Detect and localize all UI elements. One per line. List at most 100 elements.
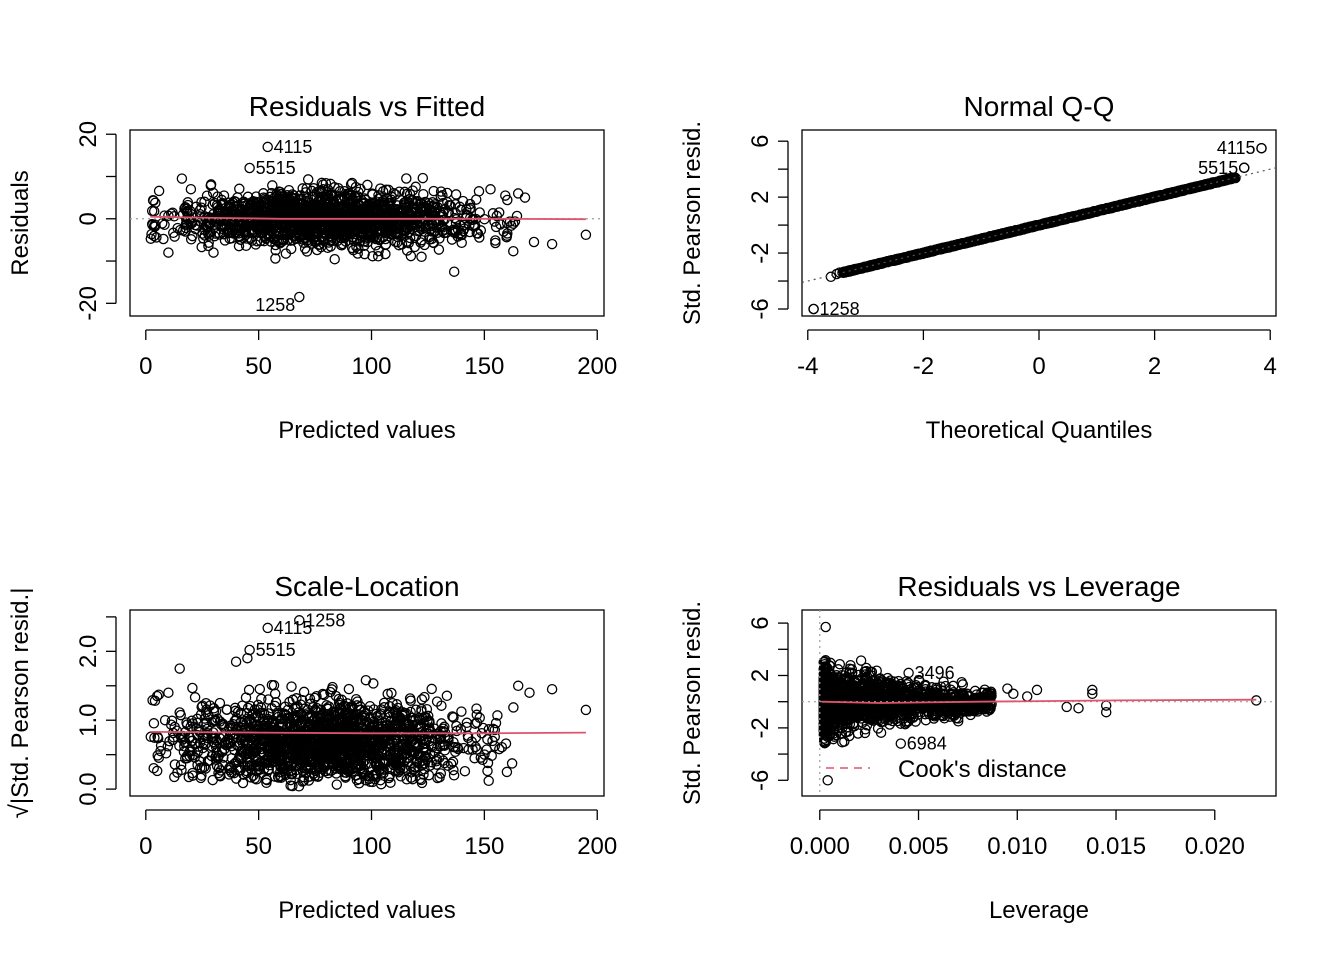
data-point <box>309 692 320 704</box>
outlier-point <box>163 247 174 258</box>
data-point <box>506 758 518 769</box>
data-point <box>382 228 393 240</box>
data-point <box>235 764 246 776</box>
data-point <box>169 771 180 783</box>
data-point <box>149 732 160 743</box>
data-point <box>225 720 236 731</box>
data-point <box>417 202 428 214</box>
data-point <box>375 778 387 790</box>
outlier-point <box>580 704 592 716</box>
data-point <box>202 228 214 239</box>
y-axis-label: Std. Pearson resid. <box>679 121 706 325</box>
point-label: 5515 <box>256 158 296 178</box>
data-point <box>414 757 425 768</box>
data-point <box>230 196 241 208</box>
data-point <box>384 707 396 719</box>
data-point <box>346 764 358 775</box>
x-axis-label: Leverage <box>989 897 1089 924</box>
data-point <box>461 721 472 733</box>
data-point <box>263 757 274 769</box>
data-point <box>443 206 455 218</box>
y-tick-label: 1.0 <box>75 704 102 737</box>
data-point <box>435 191 447 202</box>
data-point <box>418 188 429 200</box>
data-point <box>419 691 430 703</box>
data-point <box>402 752 413 764</box>
data-point <box>265 215 277 226</box>
data-point <box>352 248 363 259</box>
data-point <box>211 735 222 746</box>
x-tick-label: 150 <box>464 353 504 380</box>
data-point <box>346 750 358 762</box>
data-point <box>232 706 244 718</box>
data-point <box>461 717 473 729</box>
data-point <box>450 207 461 219</box>
data-point <box>272 228 284 240</box>
data-point <box>274 753 286 764</box>
data-point <box>318 689 330 701</box>
data-point <box>210 706 222 717</box>
data-point <box>148 762 159 774</box>
labeled-point <box>808 303 819 315</box>
data-point <box>367 250 378 262</box>
y-tick-label: 2.0 <box>75 635 102 668</box>
data-point <box>158 233 169 245</box>
data-point <box>448 266 460 277</box>
data-point <box>244 753 255 764</box>
data-point <box>439 757 450 769</box>
outlier-point <box>528 236 540 248</box>
data-point <box>404 693 416 704</box>
data-point <box>301 710 313 721</box>
data-point <box>155 740 167 751</box>
data-point <box>268 680 280 691</box>
chart-title: Residuals vs Fitted <box>249 91 486 122</box>
data-point <box>475 752 487 763</box>
y-tick-label: 6 <box>747 135 774 148</box>
data-point <box>185 234 197 245</box>
data-point <box>362 226 373 237</box>
data-point <box>359 236 371 247</box>
data-point <box>187 750 198 761</box>
data-point <box>306 201 318 213</box>
data-point <box>145 233 157 244</box>
data-point <box>267 180 278 191</box>
y-tick-label: 2 <box>747 669 774 682</box>
data-point <box>350 215 361 227</box>
data-point <box>401 236 412 248</box>
data-point <box>263 715 275 726</box>
point-label: 1258 <box>255 295 295 315</box>
labeled-point <box>1256 142 1267 154</box>
data-point <box>490 237 501 249</box>
data-point <box>368 726 379 738</box>
data-point <box>265 754 276 766</box>
data-point <box>198 761 210 773</box>
data-point <box>248 743 259 754</box>
data-point <box>435 186 447 197</box>
data-point <box>378 195 389 206</box>
data-point <box>424 205 436 217</box>
data-point <box>294 229 306 240</box>
data-point <box>234 183 245 195</box>
data-point <box>280 248 292 259</box>
data-point <box>448 770 460 781</box>
data-point <box>410 704 422 715</box>
y-tick-label: 20 <box>75 121 102 148</box>
outlier-point <box>546 683 558 695</box>
data-point <box>421 703 433 715</box>
data-point <box>345 736 356 747</box>
data-point <box>214 210 225 222</box>
data-point <box>243 684 255 696</box>
y-tick-label: -2 <box>747 717 774 738</box>
data-point <box>256 693 267 705</box>
data-point <box>148 220 160 232</box>
y-axis-label-text: |Std. Pearson resid.| <box>7 588 34 805</box>
data-point <box>217 198 229 209</box>
data-point <box>314 710 325 721</box>
smooth-line <box>150 215 586 221</box>
data-point <box>417 172 429 184</box>
data-point <box>361 219 372 230</box>
data-point <box>153 689 165 700</box>
data-point <box>279 701 291 713</box>
data-point <box>320 735 331 746</box>
